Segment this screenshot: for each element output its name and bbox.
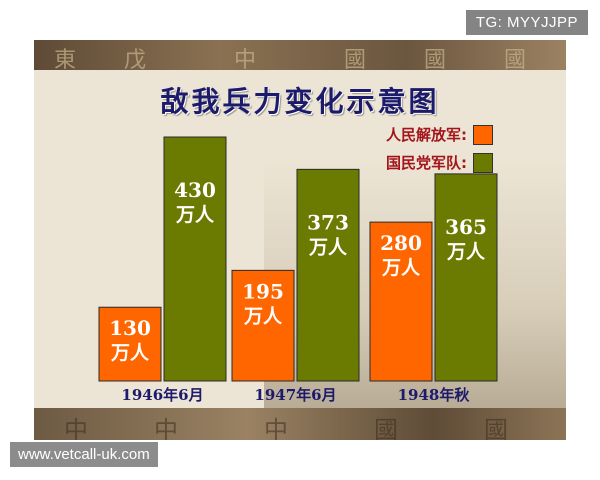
bar-pla-1 xyxy=(98,306,162,382)
bar-unit-label: 万人 xyxy=(381,257,421,279)
bar-value-label: 430 xyxy=(174,178,216,202)
bar-pla-3 xyxy=(369,221,433,382)
bar-value-label: 280 xyxy=(380,231,422,255)
bar-value-label: 365 xyxy=(445,215,487,239)
legend-swatch-pla xyxy=(473,124,493,145)
watermark-top: TG: MYYJJPP xyxy=(465,10,588,35)
bar-value-label: 130 xyxy=(109,316,151,340)
watermark-bottom: www.vetcall-uk.com xyxy=(10,442,158,467)
decorative-calligraphy-band-bottom: 中 中 中 國 國 xyxy=(34,408,566,440)
bar-kmt-3 xyxy=(434,173,498,382)
legend-label-pla: 人民解放军: xyxy=(386,126,467,144)
bar-unit-label: 万人 xyxy=(446,241,486,263)
bar-value-label: 373 xyxy=(307,210,349,234)
bar-kmt-2 xyxy=(296,168,360,382)
bar-unit-label: 万人 xyxy=(243,305,283,327)
bar-unit-label: 万人 xyxy=(175,204,215,226)
bar-unit-label: 万人 xyxy=(308,236,348,258)
legend-item-pla: 人民解放军: xyxy=(386,124,493,145)
category-label: 1946年6月 xyxy=(121,386,203,404)
category-label: 1948年秋 xyxy=(398,386,471,404)
legend-label-kmt: 国民党军队: xyxy=(386,154,467,172)
slide: 東 戊 中 國 國 國 中 中 中 國 國 敌我兵力变化示意图 人民解放军: 国… xyxy=(34,40,566,440)
legend-swatch-kmt xyxy=(473,152,493,173)
bar-unit-label: 万人 xyxy=(110,342,150,364)
bar-kmt-1 xyxy=(163,136,227,382)
chart-title: 敌我兵力变化示意图 xyxy=(160,85,440,118)
bar-chart: 130万人430万人1946年6月195万人373万人1947年6月280万人3… xyxy=(98,136,498,404)
legend-item-kmt: 国民党军队: xyxy=(386,152,493,173)
bar-value-label: 195 xyxy=(242,279,284,303)
category-label: 1947年6月 xyxy=(254,386,336,404)
decorative-calligraphy-band-top: 東 戊 中 國 國 國 xyxy=(34,40,566,73)
bar-pla-2 xyxy=(231,269,295,382)
